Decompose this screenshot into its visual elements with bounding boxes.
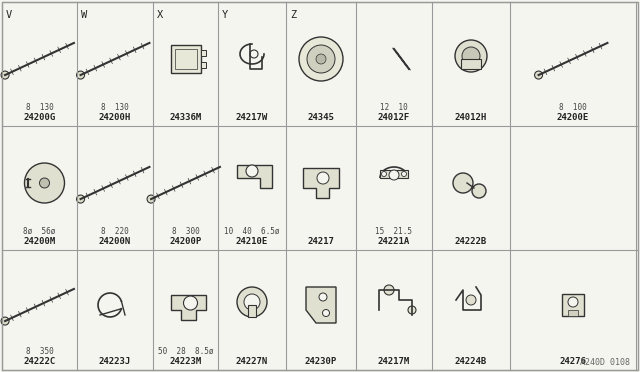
Text: 24200E: 24200E xyxy=(557,113,589,122)
Circle shape xyxy=(77,195,84,203)
Text: 8  220: 8 220 xyxy=(101,227,129,236)
Bar xyxy=(248,305,256,317)
Text: 24223M: 24223M xyxy=(170,357,202,366)
Circle shape xyxy=(184,296,198,310)
Circle shape xyxy=(307,45,335,73)
Text: 24222B: 24222B xyxy=(455,237,487,246)
Circle shape xyxy=(466,295,476,305)
Text: 24210E: 24210E xyxy=(236,237,268,246)
Polygon shape xyxy=(306,287,336,323)
Circle shape xyxy=(244,294,260,310)
Circle shape xyxy=(455,40,487,72)
Circle shape xyxy=(453,173,473,193)
Text: 24217M: 24217M xyxy=(378,357,410,366)
Circle shape xyxy=(568,297,578,307)
Circle shape xyxy=(299,37,343,81)
Text: Z: Z xyxy=(290,10,296,20)
Text: 24217W: 24217W xyxy=(236,113,268,122)
Circle shape xyxy=(1,71,9,79)
Text: W: W xyxy=(81,10,87,20)
Circle shape xyxy=(77,71,84,79)
Circle shape xyxy=(462,47,480,65)
Text: 24224B: 24224B xyxy=(455,357,487,366)
Text: 24200H: 24200H xyxy=(99,113,131,122)
Bar xyxy=(562,294,584,316)
Text: 10  40  6.5ø: 10 40 6.5ø xyxy=(224,227,280,236)
Circle shape xyxy=(317,172,329,184)
Text: 24200P: 24200P xyxy=(170,237,202,246)
Circle shape xyxy=(408,306,416,314)
Text: 8ø  56ø: 8ø 56ø xyxy=(23,227,56,236)
Circle shape xyxy=(401,171,406,176)
Text: 24222C: 24222C xyxy=(24,357,56,366)
Text: 24227N: 24227N xyxy=(236,357,268,366)
Circle shape xyxy=(472,184,486,198)
Text: 24200N: 24200N xyxy=(99,237,131,246)
Bar xyxy=(200,50,205,56)
Circle shape xyxy=(246,165,258,177)
Bar xyxy=(170,45,200,73)
Text: 24012F: 24012F xyxy=(378,113,410,122)
Text: 24200G: 24200G xyxy=(24,113,56,122)
Bar xyxy=(380,170,408,178)
Text: 8  350: 8 350 xyxy=(26,347,53,356)
Bar xyxy=(175,49,196,69)
Text: 24230P: 24230P xyxy=(305,357,337,366)
Text: V: V xyxy=(6,10,12,20)
Text: 8  130: 8 130 xyxy=(101,103,129,112)
Text: 8  130: 8 130 xyxy=(26,103,53,112)
Circle shape xyxy=(381,171,387,176)
Polygon shape xyxy=(170,295,205,320)
Circle shape xyxy=(147,195,155,203)
Text: 24336M: 24336M xyxy=(170,113,202,122)
Text: 24221A: 24221A xyxy=(378,237,410,246)
Circle shape xyxy=(534,71,543,79)
Circle shape xyxy=(24,163,65,203)
Polygon shape xyxy=(237,165,272,188)
Text: A240D 0108: A240D 0108 xyxy=(580,358,630,367)
Text: 8  100: 8 100 xyxy=(559,103,587,112)
Circle shape xyxy=(40,178,49,188)
Bar xyxy=(200,62,205,68)
Text: X: X xyxy=(157,10,163,20)
Text: 12  10: 12 10 xyxy=(380,103,408,112)
Circle shape xyxy=(316,54,326,64)
Text: 50  28  8.5ø: 50 28 8.5ø xyxy=(157,347,213,356)
Text: 24217: 24217 xyxy=(308,237,335,246)
Circle shape xyxy=(384,285,394,295)
Text: 8  300: 8 300 xyxy=(172,227,200,236)
Text: 24200M: 24200M xyxy=(24,237,56,246)
Text: 24223J: 24223J xyxy=(99,357,131,366)
Circle shape xyxy=(319,293,327,301)
Circle shape xyxy=(1,317,9,325)
Text: 24276: 24276 xyxy=(559,357,586,366)
Circle shape xyxy=(237,287,267,317)
Text: 15  21.5: 15 21.5 xyxy=(376,227,413,236)
Circle shape xyxy=(389,170,399,180)
Text: 24345: 24345 xyxy=(308,113,335,122)
Text: Y: Y xyxy=(222,10,228,20)
Bar xyxy=(461,59,481,69)
Bar xyxy=(568,310,578,316)
Text: 24012H: 24012H xyxy=(455,113,487,122)
Circle shape xyxy=(323,310,330,317)
Polygon shape xyxy=(303,168,339,198)
